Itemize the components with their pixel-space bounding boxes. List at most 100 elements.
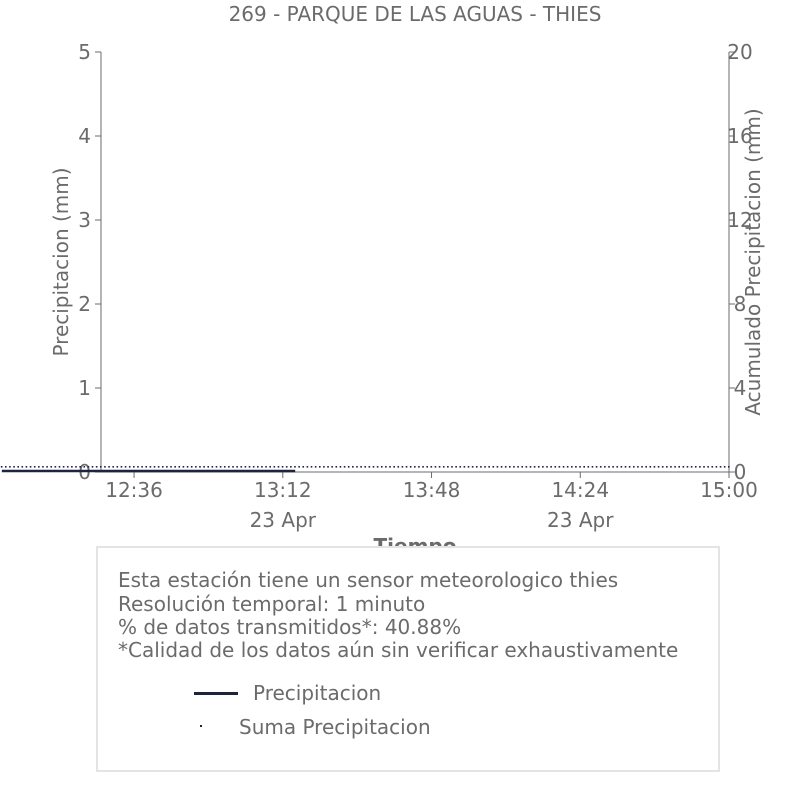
cumulative-series-point [186, 466, 189, 468]
right-tick-label: 12 [727, 208, 752, 232]
right-tick-label: 0 [734, 460, 747, 484]
cumulative-series-point [294, 466, 296, 468]
cumulative-series-point [517, 466, 519, 468]
cumulative-series-point [62, 466, 65, 468]
cumulative-series-point [285, 466, 288, 468]
cumulative-series-point [649, 466, 652, 468]
cumulative-series-point [21, 466, 24, 468]
cumulative-series-point [393, 466, 395, 468]
cumulative-series-point [120, 466, 123, 468]
cumulative-series-point [178, 466, 181, 468]
cumulative-series-point [314, 466, 317, 468]
legend-line-swatch [194, 692, 238, 695]
cumulative-series-point [207, 466, 210, 468]
cumulative-series-point [157, 466, 160, 468]
cumulative-series-point [674, 466, 676, 468]
cumulative-series-point [133, 466, 135, 468]
cumulative-series-point [682, 466, 685, 468]
cumulative-series-point [50, 466, 53, 468]
y-axis-label: Precipitacion (mm) [49, 167, 73, 356]
cumulative-series-point [678, 466, 681, 468]
cumulative-series-point [376, 466, 379, 468]
cumulative-series-point [46, 466, 48, 468]
cumulative-series-point [166, 466, 168, 468]
cumulative-series-point [484, 466, 486, 468]
cumulative-series-point [728, 466, 730, 468]
cumulative-series-point [261, 466, 263, 468]
cumulative-series-point [385, 466, 387, 468]
chart-title: 269 - PARQUE DE LAS AGUAS - THIES [229, 2, 602, 26]
cumulative-series-point [364, 466, 367, 468]
cumulative-series-point [310, 466, 313, 468]
cumulative-series-point [170, 466, 172, 468]
cumulative-series-point [232, 466, 234, 468]
cumulative-series-point [290, 466, 292, 468]
x-tick-date-label: 23 Apr [250, 508, 317, 532]
cumulative-series-point [182, 466, 185, 468]
cumulative-series-point [257, 466, 259, 468]
cumulative-series-point [215, 466, 218, 468]
legend-point-swatch [200, 725, 202, 727]
cumulative-series-point [265, 466, 267, 468]
cumulative-series-point [579, 466, 581, 468]
cumulative-series-point [153, 466, 156, 468]
cumulative-series-point [442, 466, 445, 468]
cumulative-series-point [339, 466, 342, 468]
cumulative-series-point [583, 466, 585, 468]
cumulative-series-point [360, 466, 362, 468]
cumulative-series-point [343, 466, 346, 468]
info-transmission-text: % de datos transmitidos*: 40.88% [118, 615, 462, 639]
cumulative-series-point [430, 466, 433, 468]
left-tick-label: 3 [78, 208, 91, 232]
cumulative-series-point [422, 466, 424, 468]
cumulative-series-point [66, 466, 69, 468]
cumulative-series-point [75, 466, 77, 468]
cumulative-series-point [17, 466, 19, 468]
cumulative-series-point [368, 466, 371, 468]
cumulative-series-point [281, 466, 284, 468]
x-tick-date-label: 23 Apr [547, 508, 614, 532]
cumulative-series-point [71, 466, 73, 468]
cumulative-series-point [219, 466, 222, 468]
cumulative-series-point [562, 466, 565, 468]
cumulative-series-point [591, 466, 594, 468]
cumulative-series-point [199, 466, 201, 468]
cumulative-series-point [277, 466, 280, 468]
cumulative-series-point [380, 466, 383, 468]
cumulative-series-point [149, 466, 152, 468]
x-tick-label: 13:48 [403, 478, 461, 502]
cumulative-series-point [318, 466, 321, 468]
cumulative-series-point [628, 466, 631, 468]
cumulative-series-point [195, 466, 197, 468]
cumulative-series-point [414, 466, 416, 468]
cumulative-series-point [641, 466, 643, 468]
cumulative-series-point [521, 466, 524, 468]
cumulative-series-point [389, 466, 391, 468]
cumulative-series-point [372, 466, 375, 468]
cumulative-series-point [323, 466, 325, 468]
cumulative-series-point [4, 466, 7, 468]
cumulative-series-point [137, 466, 139, 468]
cumulative-series-point [244, 466, 247, 468]
info-quality-note: *Calidad de los datos aún sin verificar … [118, 638, 679, 662]
cumulative-series-point [657, 466, 660, 468]
cumulative-series-point [624, 466, 627, 468]
cumulative-series-point [252, 466, 255, 468]
cumulative-series-point [475, 466, 478, 468]
left-tick-label: 2 [78, 292, 91, 316]
cumulative-series-point [500, 466, 503, 468]
cumulative-series-point [670, 466, 672, 468]
cumulative-series-point [335, 466, 338, 468]
cumulative-series-point [100, 466, 102, 468]
cumulative-series-point [694, 466, 697, 468]
left-tick-label: 4 [78, 124, 91, 148]
cumulative-series-point [112, 466, 114, 468]
cumulative-series-point [719, 466, 722, 468]
cumulative-series-point [174, 466, 176, 468]
cumulative-series-point [715, 466, 718, 468]
cumulative-series-point [690, 466, 693, 468]
right-tick-label: 16 [727, 124, 752, 148]
cumulative-series-point [616, 466, 619, 468]
cumulative-series-point [513, 466, 515, 468]
cumulative-series-point [707, 466, 709, 468]
